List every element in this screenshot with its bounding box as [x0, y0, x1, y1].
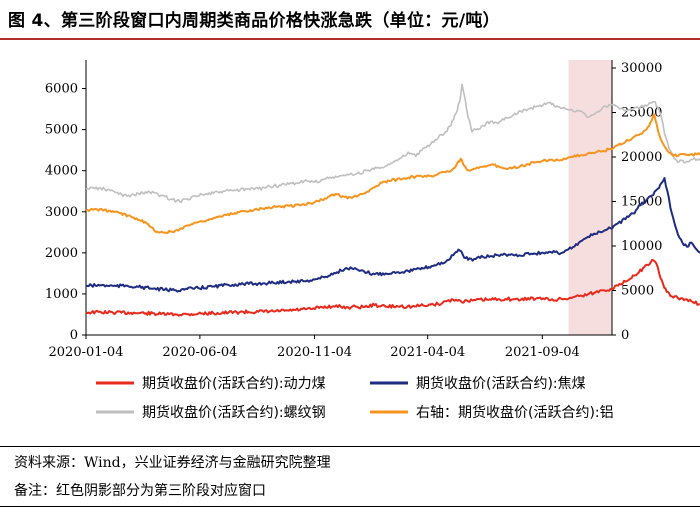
title-rule: [0, 38, 700, 40]
left-tick-label: 6000: [45, 82, 78, 97]
source-note: 资料来源：Wind，兴业证券经济与金融研究院整理: [14, 455, 331, 471]
series-line-0: [85, 259, 700, 317]
x-tick-label: 2021-04-04: [390, 345, 465, 360]
x-tick-label: 2021-09-04: [505, 345, 580, 360]
left-tick-label: 0: [70, 328, 78, 343]
right-tick-label: 0: [621, 328, 629, 343]
legend-label-0: 期货收盘价(活跃合约):动力煤: [142, 375, 326, 392]
series-layer: [85, 83, 700, 317]
right-tick-label: 25000: [621, 106, 662, 121]
legend-label-1: 期货收盘价(活跃合约):焦煤: [416, 375, 586, 392]
series-line-2: [85, 83, 700, 204]
x-tick-label: 2020-11-04: [277, 345, 352, 360]
figure-title: 图 4、第三阶段窗口内周期类商品价格快涨急跌（单位：元/吨）: [8, 11, 500, 31]
series-line-1: [85, 177, 700, 293]
remark-note: 备注：红色阴影部分为第三阶段对应窗口: [14, 483, 266, 499]
left-tick-label: 1000: [45, 287, 78, 302]
right-tick-label: 10000: [621, 239, 662, 254]
x-tick-label: 2020-06-04: [162, 345, 237, 360]
notes-rule: [0, 446, 700, 447]
left-tick-label: 5000: [45, 123, 78, 138]
legend-label-2: 期货收盘价(活跃合约):螺纹钢: [142, 404, 326, 421]
x-tick-label: 2020-01-04: [49, 345, 124, 360]
right-tick-label: 20000: [621, 150, 662, 165]
legend: 期货收盘价(活跃合约):动力煤 期货收盘价(活跃合约):焦煤期货收盘价(活跃合约)…: [96, 375, 614, 421]
series-line-3: [85, 113, 700, 234]
right-tick-label: 30000: [621, 61, 662, 76]
legend-label-3: 右轴：期货收盘价(活跃合约):铝: [416, 404, 614, 421]
right-tick-label: 5000: [621, 284, 654, 299]
left-tick-label: 3000: [45, 205, 78, 220]
left-tick-label: 4000: [45, 164, 78, 179]
left-tick-label: 2000: [45, 246, 78, 261]
